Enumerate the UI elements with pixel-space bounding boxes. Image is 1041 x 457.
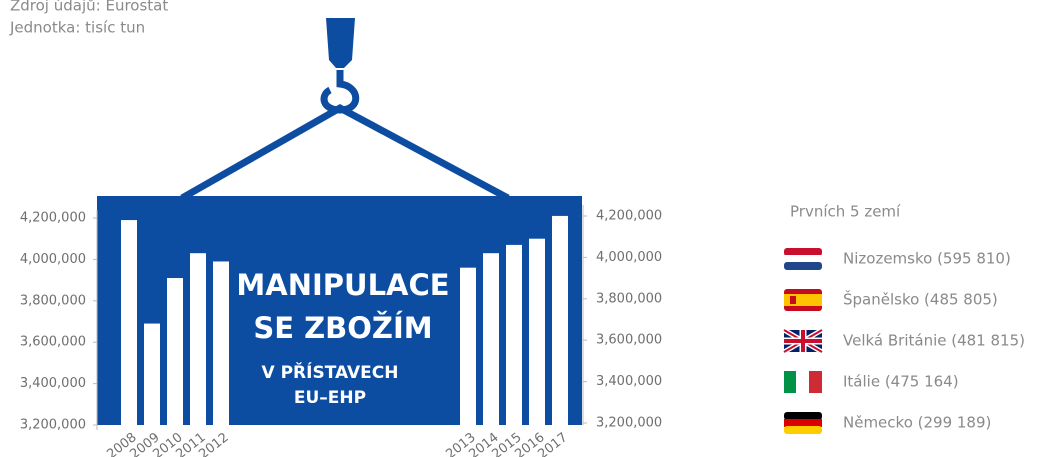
bar — [529, 238, 545, 425]
flag-es — [784, 289, 822, 311]
y2-tick-label: 3,400,000 — [596, 374, 662, 389]
bar — [190, 253, 206, 425]
flag-it — [784, 371, 822, 393]
y2-tick-label: 3,600,000 — [596, 333, 662, 348]
source: Zdroj údajů: Eurostat — [10, 0, 168, 15]
y2-tick-label: 4,200,000 — [596, 209, 662, 224]
legend-item: Španělsko (485 805) — [843, 290, 998, 309]
legend-item: Nizozemsko (595 810) — [843, 250, 1011, 268]
hook-block — [326, 18, 355, 68]
y2-tick-label: 3,800,000 — [596, 291, 662, 306]
legend-title: Prvních 5 zemí — [790, 203, 901, 221]
flag-uk — [782, 327, 824, 355]
bar — [483, 253, 499, 425]
subtitle-line: V PŘÍSTAVECH — [262, 361, 399, 383]
title-line: SE ZBOŽÍM — [253, 311, 432, 345]
bar — [144, 323, 160, 425]
bar — [460, 267, 476, 425]
bar — [552, 215, 568, 425]
y-tick-label: 3,600,000 — [20, 335, 86, 350]
y-tick-label: 4,200,000 — [20, 211, 86, 226]
y2-tick-label: 3,200,000 — [596, 416, 662, 431]
bar — [213, 261, 229, 425]
y-tick-label: 3,800,000 — [20, 293, 86, 308]
y-tick-label: 3,400,000 — [20, 376, 86, 391]
title-line: MANIPULACE — [236, 268, 449, 302]
unit: Jednotka: tisíc tun — [9, 19, 145, 37]
bar — [506, 244, 522, 425]
y2-tick-label: 4,000,000 — [596, 250, 662, 265]
crane-hook — [180, 70, 510, 202]
bar — [167, 278, 183, 425]
legend-item: Německo (299 189) — [843, 414, 991, 432]
y-tick-label: 4,000,000 — [20, 252, 86, 267]
legend-item: Itálie (475 164) — [843, 373, 959, 391]
bar — [121, 220, 137, 425]
subtitle-line: EU–EHP — [294, 388, 366, 408]
legend-item: Velká Británie (481 815) — [843, 332, 1025, 350]
flag-de — [784, 412, 822, 434]
flag-nl — [784, 248, 822, 270]
y-tick-label: 3,200,000 — [20, 418, 86, 433]
